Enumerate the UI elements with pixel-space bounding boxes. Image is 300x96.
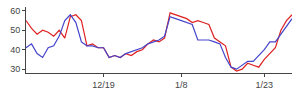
svg-text:60: 60 [10, 6, 20, 16]
svg-text:50: 50 [10, 25, 20, 35]
svg-text:1/23: 1/23 [256, 80, 274, 90]
svg-text:12/19: 12/19 [92, 80, 115, 90]
svg-text:1/8: 1/8 [175, 80, 188, 90]
svg-text:30: 30 [10, 64, 20, 74]
svg-text:40: 40 [10, 45, 20, 55]
